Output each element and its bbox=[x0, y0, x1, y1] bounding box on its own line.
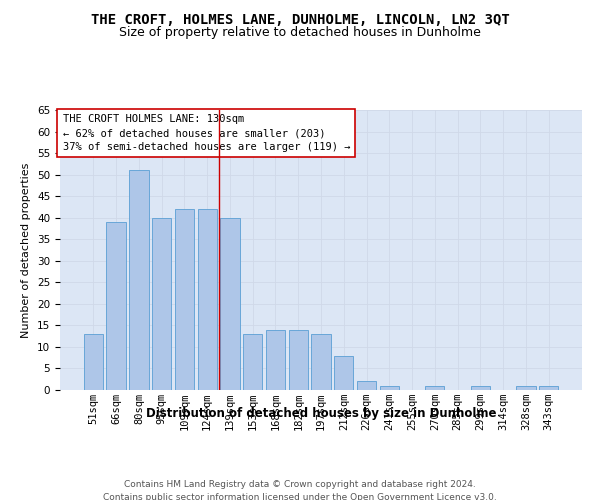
Bar bbox=[129, 170, 149, 390]
Bar bbox=[243, 334, 262, 390]
Bar bbox=[220, 218, 239, 390]
Bar bbox=[175, 209, 194, 390]
Bar bbox=[152, 218, 172, 390]
Text: Contains HM Land Registry data © Crown copyright and database right 2024.
Contai: Contains HM Land Registry data © Crown c… bbox=[103, 480, 497, 500]
Text: THE CROFT HOLMES LANE: 130sqm
← 62% of detached houses are smaller (203)
37% of : THE CROFT HOLMES LANE: 130sqm ← 62% of d… bbox=[62, 114, 350, 152]
Text: Distribution of detached houses by size in Dunholme: Distribution of detached houses by size … bbox=[146, 408, 496, 420]
Bar bbox=[289, 330, 308, 390]
Bar bbox=[84, 334, 103, 390]
Bar bbox=[380, 386, 399, 390]
Bar bbox=[266, 330, 285, 390]
Bar bbox=[425, 386, 445, 390]
Bar bbox=[106, 222, 126, 390]
Bar bbox=[470, 386, 490, 390]
Bar bbox=[334, 356, 353, 390]
Text: Size of property relative to detached houses in Dunholme: Size of property relative to detached ho… bbox=[119, 26, 481, 39]
Text: THE CROFT, HOLMES LANE, DUNHOLME, LINCOLN, LN2 3QT: THE CROFT, HOLMES LANE, DUNHOLME, LINCOL… bbox=[91, 12, 509, 26]
Y-axis label: Number of detached properties: Number of detached properties bbox=[22, 162, 31, 338]
Bar bbox=[357, 382, 376, 390]
Bar bbox=[311, 334, 331, 390]
Bar bbox=[516, 386, 536, 390]
Bar bbox=[197, 209, 217, 390]
Bar bbox=[539, 386, 558, 390]
